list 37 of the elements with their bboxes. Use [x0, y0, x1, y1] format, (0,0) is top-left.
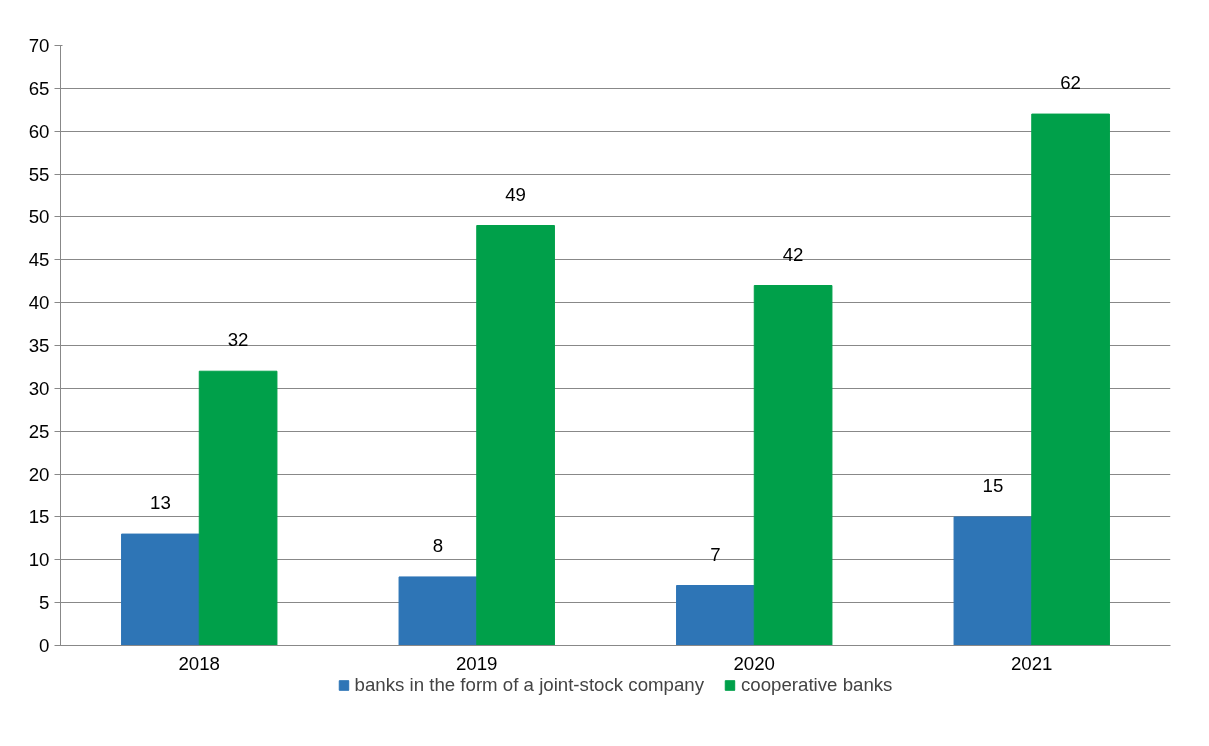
y-tick-label: 65 — [28, 77, 50, 99]
y-tick-label: 60 — [28, 120, 50, 142]
y-tick-label: 25 — [28, 420, 50, 442]
y-tick-label: 50 — [28, 206, 50, 228]
bar — [476, 225, 555, 646]
x-tick-label: 2021 — [1011, 652, 1053, 674]
legend-label: cooperative banks — [741, 674, 893, 696]
legend-label: banks in the form of a joint-stock company — [354, 674, 705, 696]
y-tick-label: 15 — [28, 506, 50, 528]
data-label: 42 — [782, 243, 804, 265]
y-tick-label: 5 — [39, 592, 50, 614]
bar — [1031, 113, 1110, 646]
y-tick-label: 70 — [28, 35, 50, 56]
x-tick-label: 2018 — [178, 652, 221, 674]
y-tick-label: 35 — [28, 335, 50, 356]
x-tick-label: 2019 — [456, 652, 498, 674]
x-tick-label: 2020 — [733, 652, 776, 674]
y-tick-label: 40 — [28, 292, 50, 314]
data-label: 13 — [150, 492, 171, 514]
data-label: 49 — [505, 183, 526, 205]
y-tick-label: 0 — [39, 635, 50, 656]
y-tick-label: 10 — [28, 549, 50, 571]
y-tick-label: 30 — [28, 377, 50, 399]
bar — [398, 576, 478, 646]
bar — [676, 585, 755, 646]
data-label: 62 — [1060, 72, 1081, 94]
bar — [953, 516, 1033, 646]
bar — [121, 533, 200, 646]
data-label: 15 — [982, 474, 1004, 496]
data-label: 8 — [432, 534, 444, 556]
y-tick-label: 45 — [28, 249, 50, 271]
y-tick-label: 55 — [28, 163, 50, 185]
y-tick-label: 20 — [28, 463, 50, 485]
data-label: 32 — [227, 329, 249, 351]
data-label: 7 — [710, 543, 721, 565]
bar — [753, 285, 833, 646]
bar — [198, 370, 278, 646]
